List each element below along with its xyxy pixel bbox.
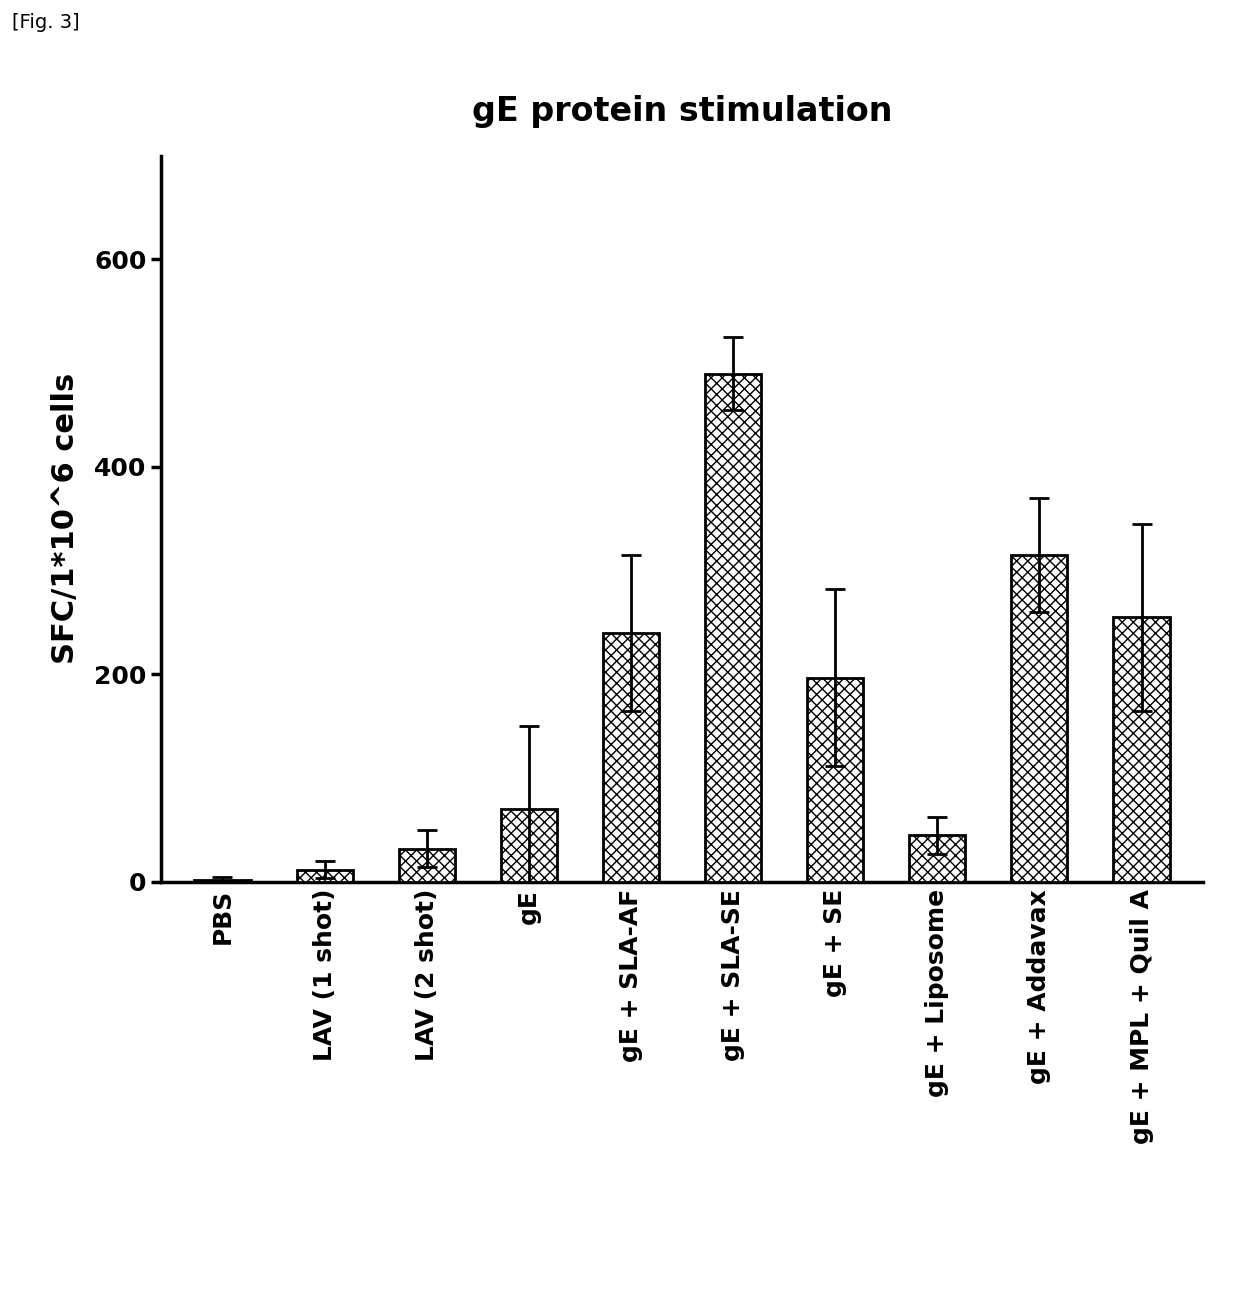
Y-axis label: SFC/1*10^6 cells: SFC/1*10^6 cells <box>51 374 81 664</box>
Bar <box>398 848 455 882</box>
Bar <box>1012 555 1068 882</box>
Bar <box>501 809 557 882</box>
Bar <box>706 374 761 882</box>
Text: [Fig. 3]: [Fig. 3] <box>12 13 81 32</box>
Bar <box>195 879 250 882</box>
Bar <box>909 835 966 882</box>
Bar <box>807 677 863 882</box>
Bar <box>603 633 658 882</box>
Bar <box>296 869 352 882</box>
Bar <box>1114 617 1169 882</box>
Title: gE protein stimulation: gE protein stimulation <box>471 95 893 128</box>
